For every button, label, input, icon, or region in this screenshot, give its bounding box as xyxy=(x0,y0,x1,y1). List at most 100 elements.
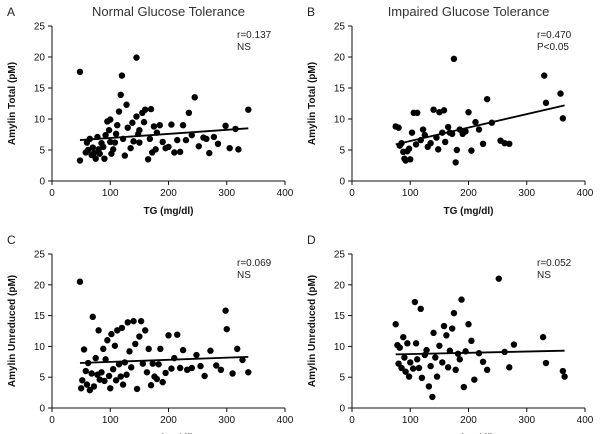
y-tick-label: 15 xyxy=(334,84,346,95)
stat-annotation: NS xyxy=(237,270,251,281)
data-point xyxy=(450,55,458,63)
data-point xyxy=(472,118,479,126)
data-point xyxy=(76,68,84,76)
data-point xyxy=(176,148,184,156)
data-point xyxy=(179,122,187,129)
y-tick-label: 0 xyxy=(39,177,45,188)
x-tick-label: 0 xyxy=(349,188,355,199)
data-point xyxy=(542,359,550,367)
data-point xyxy=(479,358,487,365)
data-point xyxy=(168,365,175,372)
data-point xyxy=(102,356,109,363)
data-point xyxy=(432,354,439,361)
data-point xyxy=(506,140,513,147)
data-point xyxy=(400,333,407,341)
data-point xyxy=(146,135,154,143)
data-point xyxy=(235,146,242,153)
x-tick-label: 400 xyxy=(577,415,594,426)
y-tick-label: 10 xyxy=(34,342,46,353)
y-tick-label: 15 xyxy=(334,311,346,322)
stat-annotation: r=0.069 xyxy=(237,258,272,269)
regression-line xyxy=(395,349,565,356)
data-point xyxy=(245,106,252,113)
x-axis-title: TG (mg/dl) xyxy=(144,206,194,217)
data-point xyxy=(109,365,117,373)
data-point xyxy=(395,124,402,131)
data-point xyxy=(98,369,105,376)
y-tick-label: 15 xyxy=(34,311,46,322)
y-tick-label: 0 xyxy=(339,177,345,188)
data-point xyxy=(144,156,152,163)
data-point xyxy=(414,109,421,117)
panel-title: Impaired Glucose Tolerance xyxy=(388,4,550,19)
data-point xyxy=(443,332,450,339)
data-point xyxy=(440,322,448,330)
data-point xyxy=(83,381,91,388)
data-point xyxy=(142,106,149,113)
stat-annotation: r=0.470 xyxy=(537,30,572,41)
x-tick-label: 100 xyxy=(102,188,119,199)
data-point xyxy=(429,393,436,401)
data-point xyxy=(171,149,178,156)
data-point xyxy=(89,313,96,321)
data-point xyxy=(162,369,169,377)
data-point xyxy=(76,157,84,164)
data-point xyxy=(411,298,419,306)
data-point xyxy=(427,362,434,370)
data-point xyxy=(96,150,103,157)
data-point xyxy=(195,143,202,150)
x-tick-label: 0 xyxy=(49,188,55,199)
y-tick-label: 20 xyxy=(334,280,346,291)
data-point xyxy=(542,99,550,107)
data-point xyxy=(109,146,117,153)
data-point xyxy=(117,373,124,380)
data-point xyxy=(130,317,137,325)
data-point xyxy=(201,372,208,380)
data-point xyxy=(402,368,409,375)
x-tick-label: 400 xyxy=(277,188,294,199)
x-tick-label: 400 xyxy=(577,188,594,199)
data-point xyxy=(105,372,113,380)
y-tick-label: 10 xyxy=(334,115,346,126)
data-point xyxy=(191,94,198,101)
data-point xyxy=(430,329,437,337)
data-point xyxy=(107,385,114,392)
data-point xyxy=(452,366,459,374)
data-point xyxy=(483,366,491,374)
data-point xyxy=(468,337,475,345)
data-point xyxy=(121,152,129,159)
data-point xyxy=(197,362,204,370)
data-point xyxy=(188,364,195,372)
data-point xyxy=(149,360,156,367)
data-point xyxy=(430,106,437,113)
data-point xyxy=(442,138,449,146)
y-tick-label: 20 xyxy=(34,280,46,291)
data-point xyxy=(100,143,107,151)
data-point xyxy=(495,275,502,282)
data-point xyxy=(185,109,193,117)
data-point xyxy=(193,351,200,359)
y-tick-label: 10 xyxy=(34,115,46,126)
y-tick-label: 0 xyxy=(39,404,45,415)
data-point xyxy=(104,337,111,344)
data-point xyxy=(456,356,463,363)
data-point xyxy=(539,333,547,341)
data-point xyxy=(214,140,222,147)
data-point xyxy=(90,149,98,157)
data-point xyxy=(207,347,214,354)
data-point xyxy=(412,141,420,148)
panel-letter: C xyxy=(7,233,16,247)
data-point xyxy=(126,348,133,355)
data-point xyxy=(405,145,413,152)
data-point xyxy=(115,361,123,368)
data-point xyxy=(80,346,88,353)
x-tick-label: 200 xyxy=(160,188,177,199)
data-point xyxy=(439,359,446,366)
data-point xyxy=(462,128,469,135)
data-point xyxy=(174,136,181,144)
y-tick-label: 25 xyxy=(334,250,346,261)
data-point xyxy=(88,370,95,377)
data-point xyxy=(444,364,452,371)
data-point xyxy=(133,113,140,120)
